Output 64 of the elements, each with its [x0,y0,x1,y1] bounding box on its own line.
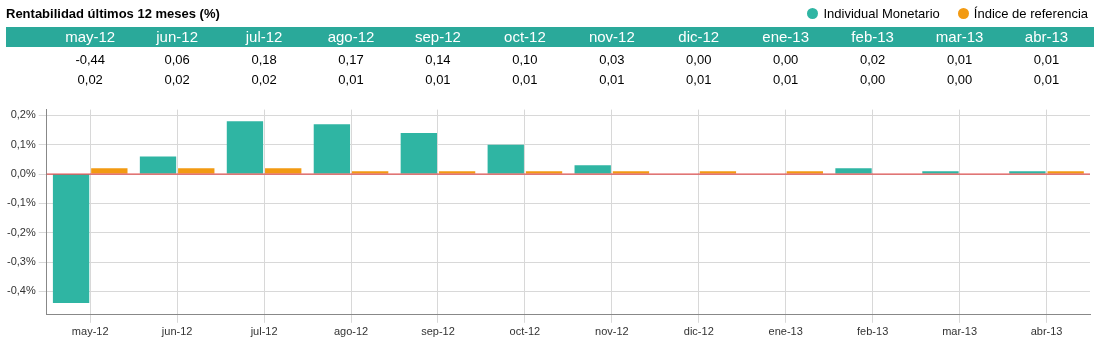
category-label: feb-13 [851,28,894,45]
chart-title: Rentabilidad últimos 12 meses (%) [6,6,220,21]
data-label: 0,01 [1033,52,1060,67]
data-label: 0,01 [425,72,451,87]
x-tick-label: abr-13 [1030,325,1063,338]
x-tick-label: nov-12 [595,325,629,338]
x-tick-label: dic-12 [683,325,714,338]
data-label: 0,02 [859,52,886,67]
y-tick-label: -0,1% [6,196,36,209]
x-tick-label: ago-12 [333,325,369,338]
category-label: jun-12 [156,28,198,45]
data-label: 0,10 [512,52,538,67]
data-label: 0,01 [946,52,973,67]
data-label: 0,01 [512,72,538,87]
data-label: 0,01 [599,72,625,87]
data-label: 0,02 [77,72,103,87]
data-label: 0,03 [599,52,625,67]
bar [226,121,264,174]
category-label: dic-12 [678,28,720,45]
x-tick-label: mar-13 [942,325,978,338]
data-label: 0,01 [338,72,364,87]
x-tick-label: sep-12 [421,325,455,338]
y-tick-label: 0,1% [10,137,36,150]
bar [487,144,524,174]
category-label: oct-12 [504,28,546,45]
bar [139,156,177,174]
data-label: -0,44 [75,52,106,67]
x-tick-label: feb-13 [857,325,889,338]
bar [313,124,351,174]
x-tick-label: jul-12 [249,325,278,338]
x-tick-label: oct-12 [509,325,541,338]
category-label: abr-13 [1024,28,1069,45]
data-label: 0,17 [338,52,364,67]
y-tick-label: -0,3% [6,255,36,268]
data-label: 0,06 [164,52,190,67]
data-label: 0,00 [686,52,712,67]
y-tick-label: -0,4% [6,284,36,297]
category-label: ago-12 [327,28,375,45]
category-label: sep-12 [415,28,461,45]
legend-label: Individual Monetario [822,6,940,21]
legend-label: Índice de referencia [972,6,1088,21]
data-label: 0,01 [1033,72,1060,87]
data-label: 0,18 [251,52,277,67]
data-label: 0,14 [425,52,451,67]
y-tick-label: 0,0% [10,167,36,180]
x-tick-label: may-12 [71,325,109,338]
y-tick-label: 0,2% [10,108,36,121]
category-label: may-12 [65,28,116,45]
data-label: 0,01 [773,72,799,87]
data-label: 0,00 [773,52,799,67]
bar [400,133,437,174]
data-label: 0,01 [686,72,712,87]
x-tick-label: ene-13 [768,325,803,338]
y-tick-label: -0,2% [6,225,36,238]
category-label: ene-13 [762,28,810,45]
category-label: jul-12 [245,28,283,45]
data-label: 0,02 [164,72,190,87]
data-label: 0,02 [251,72,277,87]
bar [52,174,90,304]
x-tick-label: jun-12 [160,325,193,338]
data-label: 0,00 [859,72,886,87]
category-label: mar-13 [935,28,984,45]
category-label: nov-12 [588,28,635,45]
data-label: 0,00 [946,72,973,87]
